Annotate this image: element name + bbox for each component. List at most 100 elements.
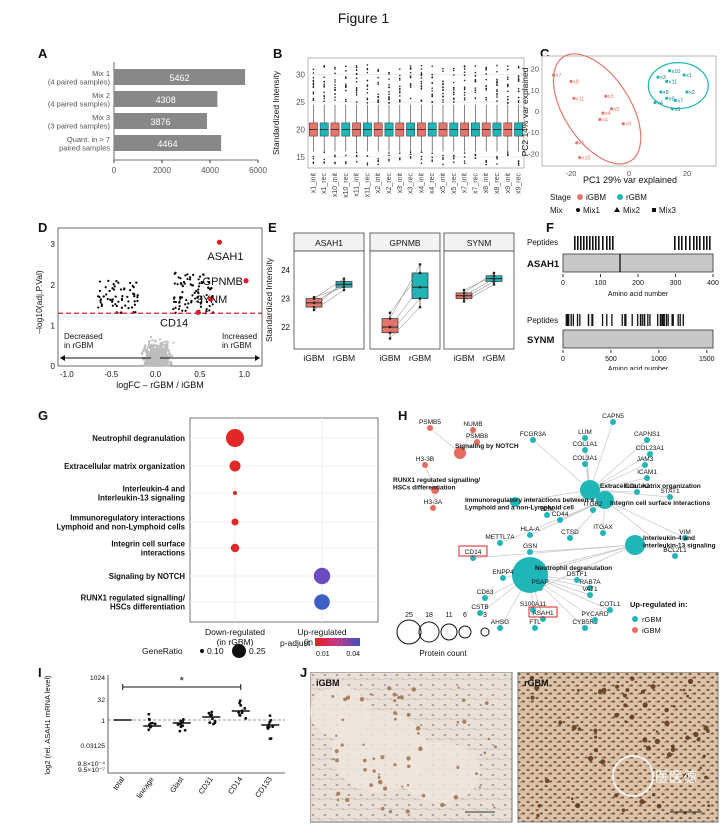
stained-cell [600, 759, 606, 765]
outlier [463, 162, 466, 164]
volcano-sig-point [198, 275, 202, 278]
volcano-point [153, 351, 156, 355]
enrichment-dot [229, 460, 241, 472]
outlier [496, 94, 498, 96]
outlier [366, 97, 369, 100]
x-tick-label: x11_init [354, 173, 361, 197]
pca-point-igbm [604, 94, 608, 98]
outlier [517, 75, 520, 77]
outlier [463, 74, 466, 77]
outlier [431, 100, 433, 103]
peptide-bar [625, 314, 627, 326]
outlier [323, 83, 325, 86]
volcano-point [158, 344, 162, 347]
volcano-sig-point [97, 295, 100, 298]
tick-label: 400 [707, 280, 719, 287]
peptides-label: Peptides [527, 316, 558, 325]
legend-swatch [576, 208, 580, 212]
peptide-bar [662, 314, 664, 326]
gene-node [587, 585, 593, 591]
legend-value: 0.04 [346, 651, 360, 658]
outlier [420, 80, 423, 83]
outlier [334, 68, 336, 70]
decreased-label: Decreased in rGBM [64, 332, 103, 350]
sample-point [178, 729, 182, 733]
outlier [388, 159, 390, 162]
volcano-sig-point [114, 295, 117, 298]
y-tick-label: 2 [51, 281, 56, 290]
stained-cell [377, 773, 380, 776]
outlier [388, 95, 390, 98]
outlier [323, 158, 325, 161]
volcano-point [148, 341, 151, 344]
outlier [463, 65, 466, 67]
volcano-point [149, 353, 153, 356]
outlier [442, 82, 444, 85]
volcano-sig-point [120, 311, 123, 314]
outlier [355, 101, 358, 103]
watermark-logo [612, 755, 654, 797]
gene-node [647, 451, 653, 457]
volcano-sig-point [188, 276, 192, 279]
outlier [442, 96, 444, 98]
stained-cell [456, 720, 460, 724]
significance-star: * [180, 675, 185, 687]
legend-title: p-adjust [280, 638, 311, 648]
volcano-point [158, 360, 162, 363]
outlier [507, 65, 509, 67]
sample-point [183, 728, 187, 732]
legend-item: Mix1 [583, 206, 600, 215]
volcano-sig-point [122, 288, 126, 291]
gene-node [582, 435, 588, 441]
panel-label-g: G [38, 408, 49, 423]
outlier [453, 161, 455, 164]
outlier [312, 162, 315, 164]
panel-f-peptide-coverage: Peptides ASAH1 0 100 200 300 400 Amino acid num… [527, 236, 719, 370]
outlier [377, 69, 379, 72]
panel-label-b: B [273, 46, 283, 61]
outlier [323, 65, 325, 68]
stained-cell [407, 764, 411, 769]
volcano-point [158, 352, 161, 355]
count-legend-circle [480, 627, 490, 637]
stained-cell [369, 783, 373, 788]
outlier [496, 100, 498, 102]
sample-point [271, 725, 275, 728]
stained-cell [693, 731, 699, 738]
volcano-sig-point [108, 289, 111, 293]
outlier [474, 91, 477, 94]
volcano-sig-point [104, 286, 107, 289]
stained-cell [588, 755, 594, 762]
outlier [345, 83, 347, 85]
outlier [345, 76, 347, 78]
outlier [334, 161, 336, 164]
volcano-sig-point [106, 297, 109, 301]
peptide-bar [677, 314, 679, 326]
pca-point-igbm [610, 107, 614, 111]
outlier [334, 88, 336, 91]
y-tick-label: 20 [531, 65, 539, 74]
peptide-bar [568, 314, 570, 326]
peptide-bar [583, 236, 585, 250]
stained-cell [493, 806, 496, 809]
stained-cell [462, 719, 467, 724]
stained-cell [544, 778, 550, 784]
pca-point-rgbm [670, 107, 675, 111]
plot-frame [307, 57, 525, 169]
outlier [442, 89, 444, 92]
y-tick-label: 22 [281, 323, 290, 332]
stained-cell [655, 730, 659, 733]
volcano-point [151, 338, 154, 342]
stained-cell [621, 808, 626, 813]
x-tick-label: 20 [683, 169, 691, 178]
x-tick-label: x8_rec [494, 173, 501, 195]
outlier [334, 96, 336, 98]
gene-node [537, 585, 543, 591]
volcano-point [144, 344, 147, 347]
bar-value-label: 4308 [156, 95, 176, 105]
gene-label: PSAP [531, 579, 548, 586]
stained-cell [405, 809, 410, 814]
tissue-region [310, 687, 370, 737]
stained-cell [335, 734, 338, 737]
panel-b-boxplot: 15 20 25 30 Standardized Intensity x1_init x1_… [271, 57, 525, 198]
